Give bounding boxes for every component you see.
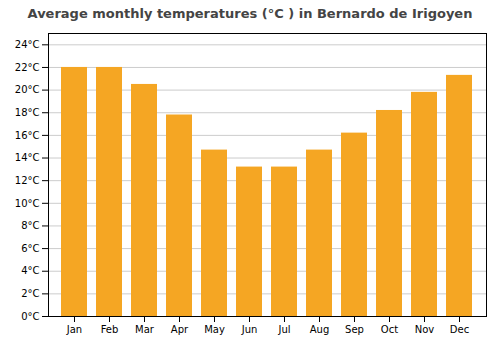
svg-text:22°C: 22°C	[15, 62, 40, 73]
svg-text:20°C: 20°C	[15, 84, 40, 95]
svg-text:Aug: Aug	[310, 324, 330, 335]
svg-text:Nov: Nov	[415, 324, 435, 335]
svg-text:16°C: 16°C	[15, 130, 40, 141]
svg-text:May: May	[204, 324, 225, 335]
svg-text:Feb: Feb	[101, 324, 119, 335]
svg-text:Jan: Jan	[66, 324, 82, 335]
svg-text:Apr: Apr	[171, 324, 189, 335]
svg-text:6°C: 6°C	[21, 243, 39, 254]
html-text:Average monthly temperatures (: Average monthly temperatures (°C ) in Be…	[27, 6, 473, 21]
svg-text:24°C: 24°C	[15, 39, 40, 50]
svg-text:2°C: 2°C	[21, 288, 39, 299]
svg-text:4°C: 4°C	[21, 265, 39, 276]
svg-text:Oct: Oct	[381, 324, 398, 335]
svg-text:Sep: Sep	[345, 324, 364, 335]
svg-text:18°C: 18°C	[15, 107, 40, 118]
svg-text:12°C: 12°C	[15, 175, 40, 186]
svg-text:Jul: Jul	[277, 324, 290, 335]
svg-text:Jun: Jun	[241, 324, 258, 335]
svg-text:Dec: Dec	[450, 324, 469, 335]
svg-text:10°C: 10°C	[15, 198, 40, 209]
svg-text:14°C: 14°C	[15, 152, 40, 163]
svg-text:0°C: 0°C	[21, 311, 39, 322]
svg-text:8°C: 8°C	[21, 220, 39, 231]
svg-text:Mar: Mar	[135, 324, 155, 335]
